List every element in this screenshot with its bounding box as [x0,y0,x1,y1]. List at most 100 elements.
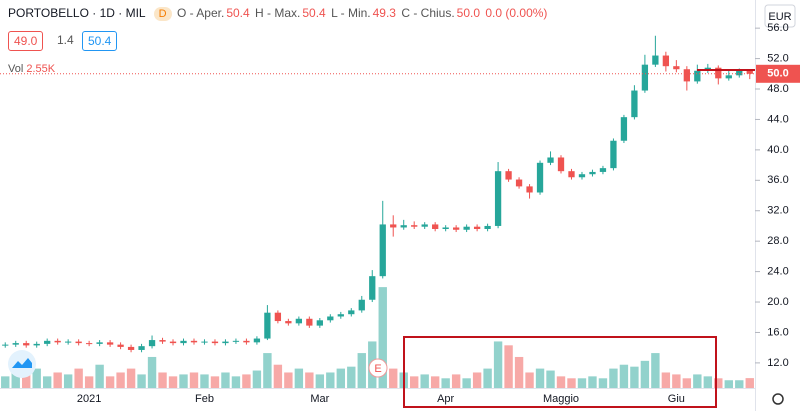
candle-body [673,66,680,70]
candle-body [453,227,460,230]
candle-body [432,224,439,229]
ask[interactable]: 50.4 [82,31,118,51]
volume-bar [567,378,576,388]
candle-body [201,341,208,343]
open-label: O - Aper. [176,6,225,20]
candle-body [148,340,156,347]
volume-bar [22,374,31,388]
volume-bar [305,372,314,388]
volume-bar [525,372,534,388]
volume-bar [661,372,671,388]
volume-bar [745,378,754,388]
candle-body [117,344,124,347]
volume-bar [32,368,41,388]
volume-bar [158,372,167,388]
low-label: L - Min. [331,6,371,20]
volume-bar [42,376,52,388]
candle-body [505,171,512,180]
volume-bar [116,372,125,388]
candle-body [463,226,470,230]
volume-bar [514,356,524,388]
x-tick-label: Apr [437,393,454,405]
candle-body [421,224,428,227]
volume-bar [378,287,387,388]
candle-body [96,342,103,344]
y-tick-label: 52.0 [767,52,788,64]
volume-bar [315,374,325,388]
candle-body [725,75,732,79]
volume-bar [389,368,398,388]
currency-box [764,4,796,28]
volume-bar [147,356,157,388]
candle-body [620,117,628,141]
candle-body [442,227,449,229]
volume-bar [546,370,555,388]
candle-body [295,318,302,324]
candle-body [337,314,344,317]
candle-body [526,186,533,193]
volume-bar [252,370,262,388]
volume-bar [682,378,692,388]
candle-body [610,140,617,169]
y-tick-label: 40.0 [767,144,788,156]
volume-bar [430,376,440,388]
low-value: 49.3 [372,6,396,20]
candle-body [316,320,323,326]
candle-body [484,225,491,229]
candle-body [683,69,690,82]
candle-body [694,70,701,82]
close-label: C - Chius. [401,6,455,20]
candle-body [232,340,240,342]
legend: PORTOBELLO · 1D · MIL D O - Aper. 50.4 H -… [8,6,549,21]
change: 0.0 (0.00%) [485,6,548,20]
volume-bar [577,378,587,388]
candle-body [169,341,177,344]
x-tick-label: Maggio [543,393,579,405]
candle-body [54,340,61,343]
candle-body [568,171,575,178]
volume-bar [640,360,650,388]
volume-bar [420,374,429,388]
candle-body [159,340,166,342]
plot [1,35,754,388]
volume-bar [347,366,356,388]
volume-bar [126,368,136,388]
candle-body [631,90,638,118]
earnings-marker[interactable] [368,358,388,378]
volume-legend: Vol 2.55K [8,63,55,75]
candle-body [379,224,386,277]
volume-bar [179,374,188,388]
x-tick-label: Mar [310,393,329,405]
volume-bar [493,341,503,388]
settings-icon[interactable] [772,393,784,405]
candle-body [253,338,261,343]
volume-bar [609,368,618,388]
candle-body [85,343,93,345]
candle-body [411,225,418,227]
candle-body [222,341,229,344]
y-tick-label: 16.0 [767,326,788,338]
candle-body [473,226,481,229]
candle-body [652,55,659,65]
candle-body [190,340,198,343]
volume-bar [556,376,566,388]
candle-body [390,224,397,228]
y-tick-label: 44.0 [767,113,788,125]
candle-body [736,70,743,76]
bid[interactable]: 49.0 [8,31,44,51]
volume-bar [672,374,681,388]
logo[interactable] [8,350,36,378]
volume-bar [294,368,304,388]
last-price-box [756,64,800,83]
candle-body [746,70,753,74]
candle-body [306,318,313,326]
volume-bar [1,376,10,388]
volume-bar [630,366,639,388]
volume-value: 2.55K [26,63,56,75]
volume-bar [483,368,492,388]
volume-bar [326,372,335,388]
currency: EUR [768,11,791,23]
volume-bar [735,380,744,388]
candle-body [264,312,271,339]
